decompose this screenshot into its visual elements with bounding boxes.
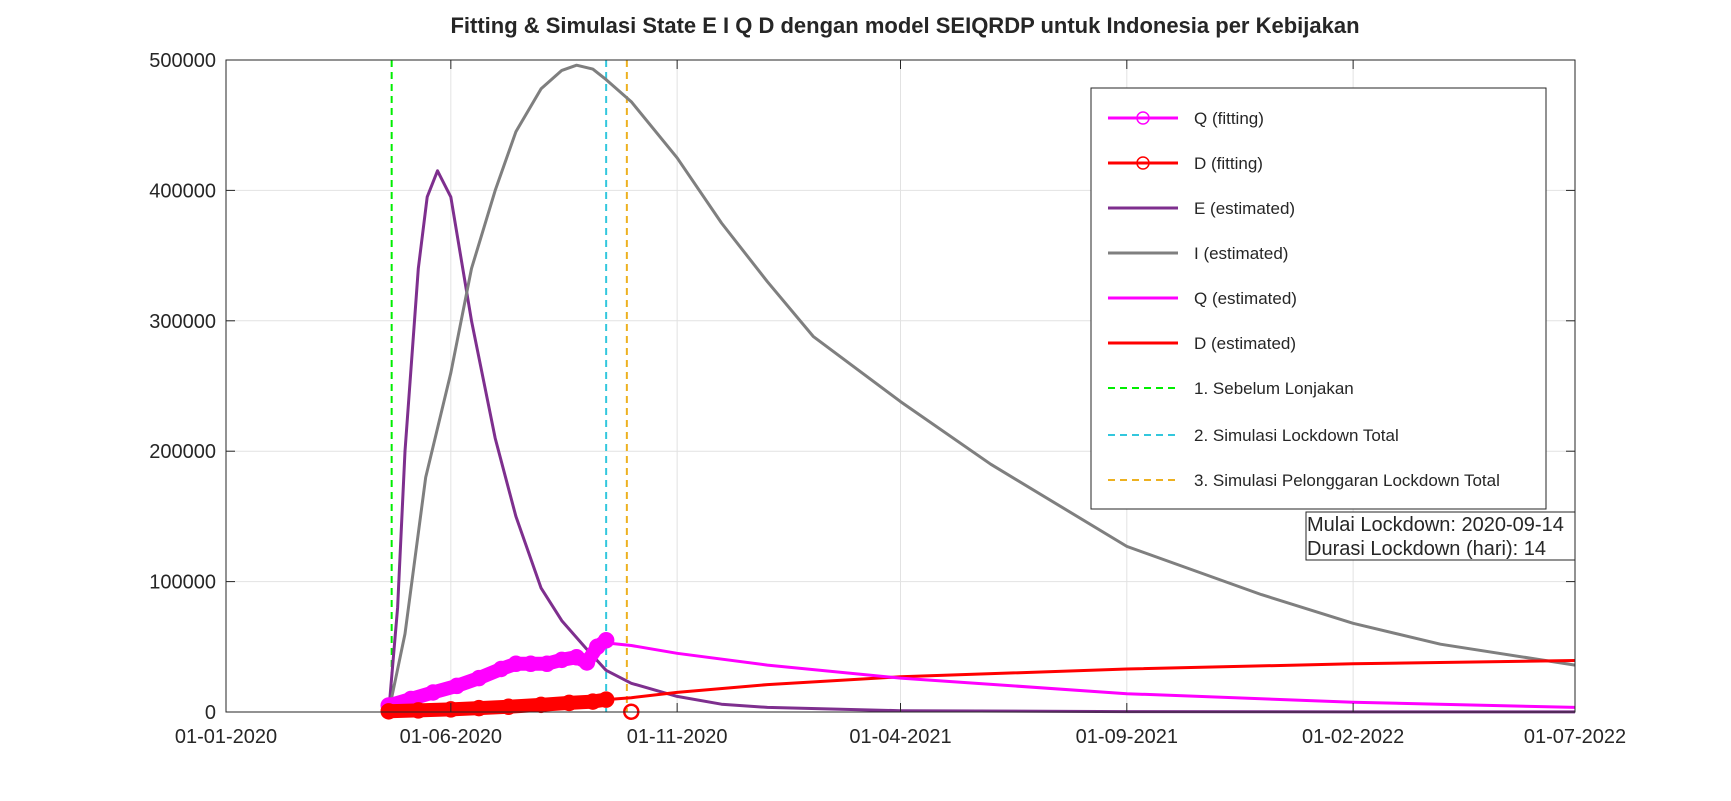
- legend-label: I (estimated): [1194, 244, 1288, 263]
- legend-marker: [1136, 111, 1150, 125]
- data-point: [424, 684, 442, 701]
- x-tick-label: 01-01-2020: [175, 726, 277, 748]
- y-tick-label: 100000: [149, 572, 216, 594]
- data-point: [597, 691, 615, 708]
- x-tick-label: 01-07-2022: [1524, 726, 1626, 748]
- data-point: [522, 655, 539, 673]
- data-point: [578, 654, 596, 671]
- legend: Q (fitting) D (fitting) E (estimated) I (es…: [1090, 87, 1547, 510]
- x-tick-label: 01-06-2020: [400, 726, 502, 748]
- policy-lines: [390, 60, 628, 712]
- x-tick-labels: 01-01-2020 01-06-2020 01-11-2020 01-04-2021…: [175, 726, 1626, 748]
- data-point: [560, 694, 578, 712]
- y-tick-label: 0: [205, 702, 216, 724]
- data-point: [410, 702, 427, 719]
- series-line: [605, 641, 1576, 709]
- legend-label: 3. Simulasi Pelonggaran Lockdown Total: [1194, 471, 1500, 490]
- chart-title: Fitting & Simulasi State E I Q D dengan …: [450, 13, 1359, 38]
- legend-label: 1. Sebelum Lonjakan: [1194, 379, 1354, 398]
- data-point: [448, 677, 465, 695]
- legend-label: 2. Simulasi Lockdown Total: [1194, 426, 1399, 445]
- data-point: [597, 632, 615, 649]
- series-line: [387, 63, 1576, 713]
- data-point: [538, 655, 556, 673]
- series-line: [605, 659, 1576, 702]
- series-line: [387, 169, 1575, 714]
- x-tick-label: 01-02-2022: [1302, 726, 1404, 748]
- x-tick-label: 01-04-2021: [849, 726, 951, 748]
- y-tick-label: 200000: [149, 441, 216, 463]
- legend-label: Q (fitting): [1194, 109, 1264, 128]
- legend-label: E (estimated): [1194, 199, 1295, 218]
- lockdown-note: Mulai Lockdown: 2020-09-14 Durasi Lockdo…: [1305, 511, 1576, 561]
- legend-marker: [1136, 156, 1150, 170]
- x-tick-label: 01-09-2021: [1076, 726, 1178, 748]
- data-point: [500, 698, 517, 716]
- legend-label: D (estimated): [1194, 334, 1296, 353]
- data-point: [442, 701, 460, 718]
- x-tick-label: 01-11-2020: [627, 726, 728, 748]
- y-tick-label: 300000: [149, 311, 216, 333]
- series-layer: [380, 63, 1576, 720]
- y-tick-label: 400000: [149, 180, 216, 202]
- data-point: [470, 669, 488, 687]
- data-point: [470, 699, 488, 717]
- data-point: [380, 703, 397, 720]
- frame-ticks: [225, 59, 1576, 713]
- lockdown-note-box: [1305, 511, 1576, 561]
- legend-label: D (fitting): [1194, 154, 1263, 173]
- legend-label: Q (estimated): [1194, 289, 1297, 308]
- data-point: [492, 660, 510, 678]
- lockdown-start-label: Mulai Lockdown: 2020-09-14: [1307, 514, 1564, 536]
- y-tick-label: 500000: [149, 50, 216, 72]
- y-tick-labels: 0 100000 200000 300000 400000 500000: [149, 50, 216, 724]
- lockdown-duration-label: Durasi Lockdown (hari): 14: [1307, 538, 1546, 560]
